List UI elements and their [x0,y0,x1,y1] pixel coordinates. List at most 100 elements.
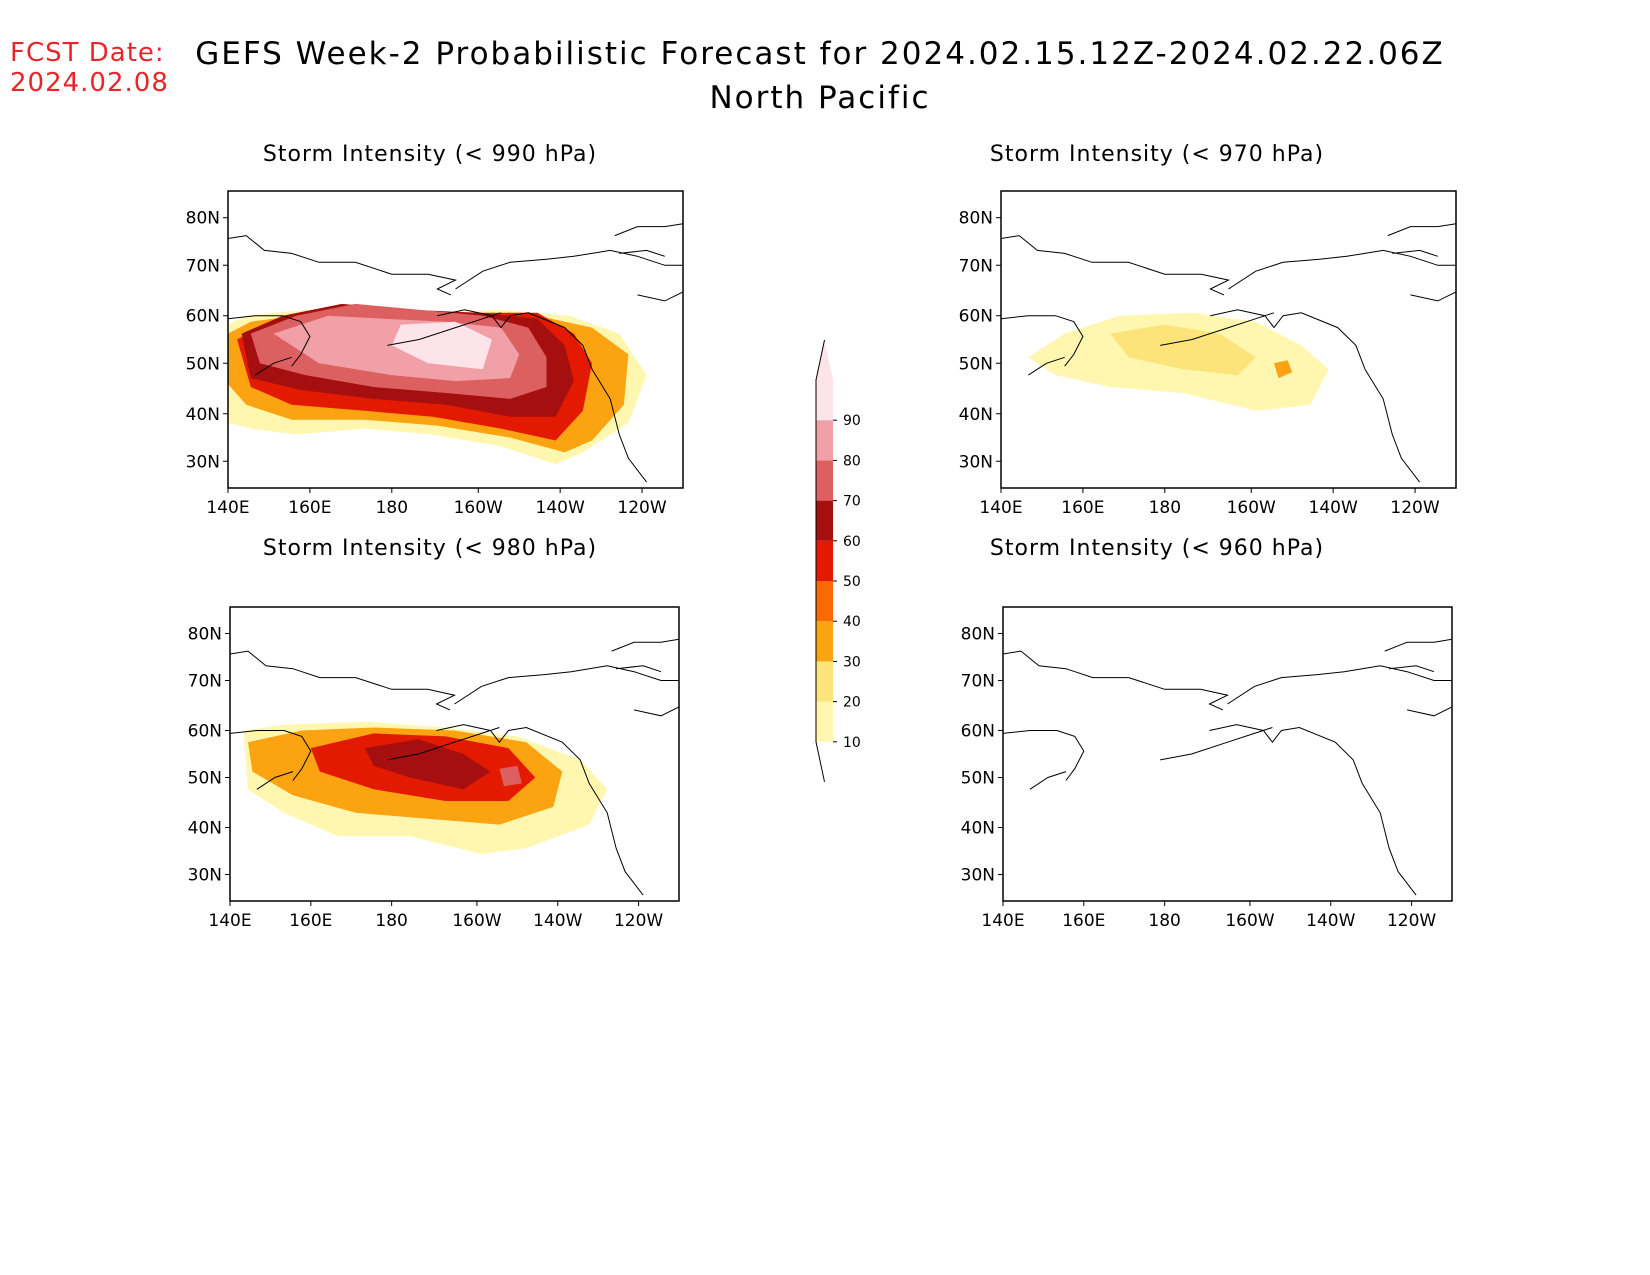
lat-tick-label: 50N [188,769,222,789]
lat-tick-label: 30N [961,866,995,886]
coastline [633,706,679,717]
colorbar-tick-label: 30 [843,654,861,670]
map-frame [1002,606,1453,902]
lon-tick-label: 140W [1306,911,1355,931]
lon-tick-label: 140W [533,911,582,931]
lon-tick-label: 160W [1227,498,1276,518]
probability-region-level-30 [1274,360,1293,379]
lat-tick-label: 40N [186,405,220,425]
coastline [619,249,665,257]
colorbar-swatch-70 [816,460,833,501]
lat-tick-label: 70N [188,672,222,692]
probability-region-level-20 [1110,324,1256,376]
lon-tick-label: 160W [1225,911,1274,931]
map-panel-970: 80N 70N 60N 50N 40N 30N 140E 160E 180 160W 140W 120… [959,190,1457,518]
map-panel-980: 80N 70N 60N 50N 40N 30N 140E 160E 180 160W 140W 120… [188,606,680,931]
lat-tick-label: 70N [959,256,993,276]
lat-tick-label: 60N [961,721,995,741]
map-plot-area-970 [1001,223,1456,483]
coastline [611,638,679,652]
coastline [387,727,500,761]
forecast-date-label: FCST Date: [10,38,165,68]
coastline [614,223,683,237]
lon-tick-label: 160E [288,498,331,518]
lat-tick-label: 30N [959,452,993,472]
map-frame [227,190,684,489]
coastline [1003,730,1085,781]
panel-title-970: Storm Intensity (< 970 hPa) [989,142,1325,167]
lon-tick-label: 180 [376,498,408,518]
colorbar-swatch-80 [816,420,833,461]
colorbar-top-cap [816,340,833,380]
map-plot-area-990 [228,223,683,483]
coastline [1389,665,1435,673]
probability-region-level-90 [391,321,492,370]
panel-title-990: Storm Intensity (< 990 hPa) [262,142,598,167]
coastline [1160,312,1275,346]
colorbar-swatch-10 [816,701,833,742]
coastline [1209,724,1417,896]
map-frame [229,606,680,902]
lon-tick-label: 160W [452,911,501,931]
map-panel-960: 80N 70N 60N 50N 40N 30N 140E 160E 180 160W 140W 120… [961,606,1453,931]
forecast-date-value: 2024.02.08 [10,68,169,98]
lon-tick-label: 160E [1061,498,1104,518]
coastline [255,356,292,376]
lat-tick-label: 70N [961,672,995,692]
lat-tick-label: 50N [959,354,993,374]
colorbar-tick-label: 50 [843,574,861,590]
coastline [230,650,457,711]
figure-title-line2: North Pacific [709,80,931,116]
coastline [616,665,662,673]
lat-tick-label: 80N [188,624,222,644]
panel-title-980: Storm Intensity (< 980 hPa) [262,536,598,561]
coastline [1028,356,1065,376]
coastline [1384,638,1452,652]
lon-tick-label: 120W [1390,498,1439,518]
coastline [1392,249,1438,257]
lat-tick-label: 40N [188,819,222,839]
figure-title-line1: GEFS Week-2 Probabilistic Forecast for 2… [195,36,1445,72]
lon-tick-label: 120W [617,498,666,518]
lat-tick-label: 30N [188,866,222,886]
coastline [256,771,294,790]
lon-tick-label: 180 [1148,911,1180,931]
lon-tick-label: 160W [454,498,503,518]
colorbar-swatch-20 [816,661,833,702]
map-frame [1000,190,1457,489]
map-plot-area-960 [1003,638,1452,896]
lon-tick-label: 140W [1309,498,1358,518]
colorbar-tick-label: 60 [843,534,861,550]
coastline [454,665,679,705]
coastline [1003,650,1230,711]
lon-tick-label: 180 [1149,498,1181,518]
forecast-date: FCST Date: 2024.02.08 [10,38,169,98]
coastline [1406,706,1452,717]
lon-tick-label: 160E [289,911,332,931]
coastline [228,315,311,367]
coastline [1160,727,1273,761]
lat-tick-label: 30N [186,452,220,472]
coastline [1228,249,1456,290]
lon-tick-label: 180 [375,911,407,931]
colorbar: 10 20 30 40 50 60 70 80 90 [815,339,861,782]
lat-tick-label: 50N [961,769,995,789]
panel-title-960: Storm Intensity (< 960 hPa) [989,536,1325,561]
probability-region-level-60 [364,739,491,790]
lat-tick-label: 60N [188,721,222,741]
colorbar-swatch-40 [816,581,833,622]
lon-tick-label: 140W [536,498,585,518]
lon-tick-label: 140E [208,911,251,931]
colorbar-tick-label: 10 [843,735,861,751]
colorbar-tick-label: 90 [843,413,861,429]
lon-tick-label: 140E [206,498,249,518]
coastline [1029,771,1067,790]
lon-tick-label: 140E [979,498,1022,518]
coastline [1001,315,1084,367]
lat-tick-label: 80N [186,209,220,229]
colorbar-swatch-90 [816,380,833,421]
colorbar-tick-label: 20 [843,695,861,711]
lat-tick-label: 40N [961,819,995,839]
lat-tick-label: 80N [961,624,995,644]
